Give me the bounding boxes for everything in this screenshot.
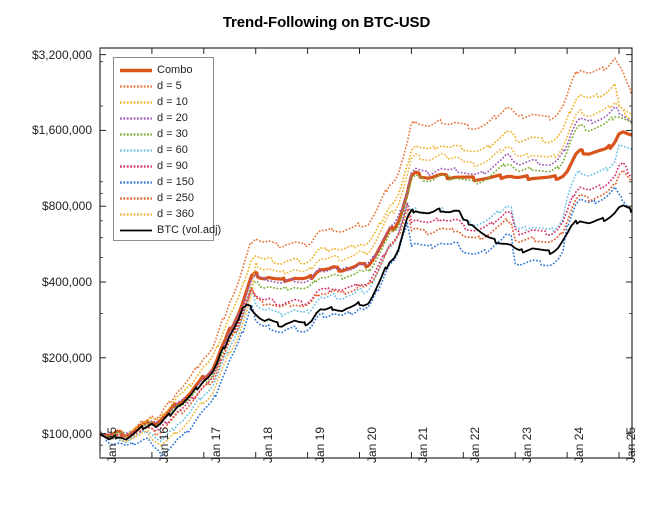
chart-series-line — [100, 169, 632, 439]
x-axis-tick-label: Jan 15 — [105, 426, 119, 463]
y-axis-tick-label: $400,000 — [41, 275, 92, 289]
y-axis-tick-label: $100,000 — [41, 426, 92, 441]
legend-item-label: d = 250 — [157, 192, 195, 204]
page-title: Trend-Following on BTC-USD — [222, 14, 431, 31]
legend-color-swatch — [119, 177, 153, 188]
legend-color-swatch — [119, 193, 153, 204]
legend-item[interactable]: BTC (vol.adj) — [119, 222, 221, 238]
legend-item[interactable]: d = 90 — [119, 158, 208, 174]
x-axis-tick-label: Jan 21 — [416, 426, 431, 463]
legend-color-swatch — [119, 225, 153, 236]
legend-item[interactable]: d = 5 — [119, 78, 208, 94]
legend-item[interactable]: Combo — [119, 62, 208, 78]
legend-item-label: d = 20 — [157, 112, 188, 124]
x-axis-tick-label: Jan 18 — [260, 426, 275, 463]
x-axis-tick-label: Jan 23 — [520, 426, 535, 463]
legend-item-label: d = 60 — [157, 144, 188, 156]
x-axis-tick-label: Jan 16 — [156, 426, 171, 463]
x-axis-tick-label: Jan 25 — [624, 426, 639, 463]
legend-color-swatch — [119, 81, 153, 92]
legend-item-label: d = 90 — [157, 160, 188, 172]
y-axis-tick-label: $800,000 — [41, 199, 92, 214]
chart-series-line — [100, 101, 632, 447]
y-axis-tick-label: $1,600,000 — [31, 123, 92, 138]
axes-box — [99, 47, 633, 459]
x-axis-tick-label: Jan 19 — [312, 426, 327, 463]
legend-item-label: BTC (vol.adj) — [157, 224, 222, 236]
x-axis-tick-label: Jan 17 — [208, 426, 223, 463]
legend-item[interactable]: d = 60 — [119, 142, 208, 158]
x-axis-tick-label: Jan 22 — [468, 426, 483, 463]
legend-color-swatch — [119, 65, 153, 76]
legend-item-label: d = 10 — [157, 96, 188, 108]
chart-series-line — [100, 116, 632, 438]
legend-item[interactable]: d = 10 — [119, 94, 208, 110]
legend-color-swatch — [119, 209, 153, 220]
legend-item[interactable]: d = 360 — [119, 206, 208, 222]
legend-color-swatch — [119, 145, 153, 156]
legend-item[interactable]: d = 30 — [119, 126, 208, 142]
x-axis-tick-label: Jan 24 — [572, 426, 587, 463]
chart-series-line — [100, 57, 632, 439]
legend-color-swatch — [119, 161, 153, 172]
legend-color-swatch — [119, 129, 153, 140]
legend-item[interactable]: d = 20 — [119, 110, 208, 126]
legend-item-label: Combo — [157, 64, 193, 76]
chart-legend[interactable]: Combo d = 5 d = 10 d = 20 d = 30 d = 60 d = 90… — [113, 57, 221, 241]
chart-series-line — [100, 186, 632, 457]
legend-item-label: d = 150 — [157, 176, 195, 188]
chart-series-line — [100, 83, 632, 440]
legend-item-label: d = 5 — [157, 80, 182, 92]
legend-color-swatch — [119, 113, 153, 124]
y-axis-tick-label: $200,000 — [41, 350, 92, 365]
y-axis-tick-label: $3,200,000 — [31, 47, 92, 62]
chart-series-line — [100, 130, 632, 438]
legend-item-label: d = 30 — [157, 128, 188, 140]
legend-color-swatch — [119, 97, 153, 108]
legend-item[interactable]: d = 250 — [119, 190, 208, 206]
chart-series-line — [100, 204, 632, 441]
legend-item-label: d = 360 — [157, 208, 195, 220]
chart-series-line — [100, 144, 632, 444]
x-axis-tick-label: Jan 20 — [364, 426, 379, 463]
legend-item[interactable]: d = 150 — [119, 174, 208, 190]
